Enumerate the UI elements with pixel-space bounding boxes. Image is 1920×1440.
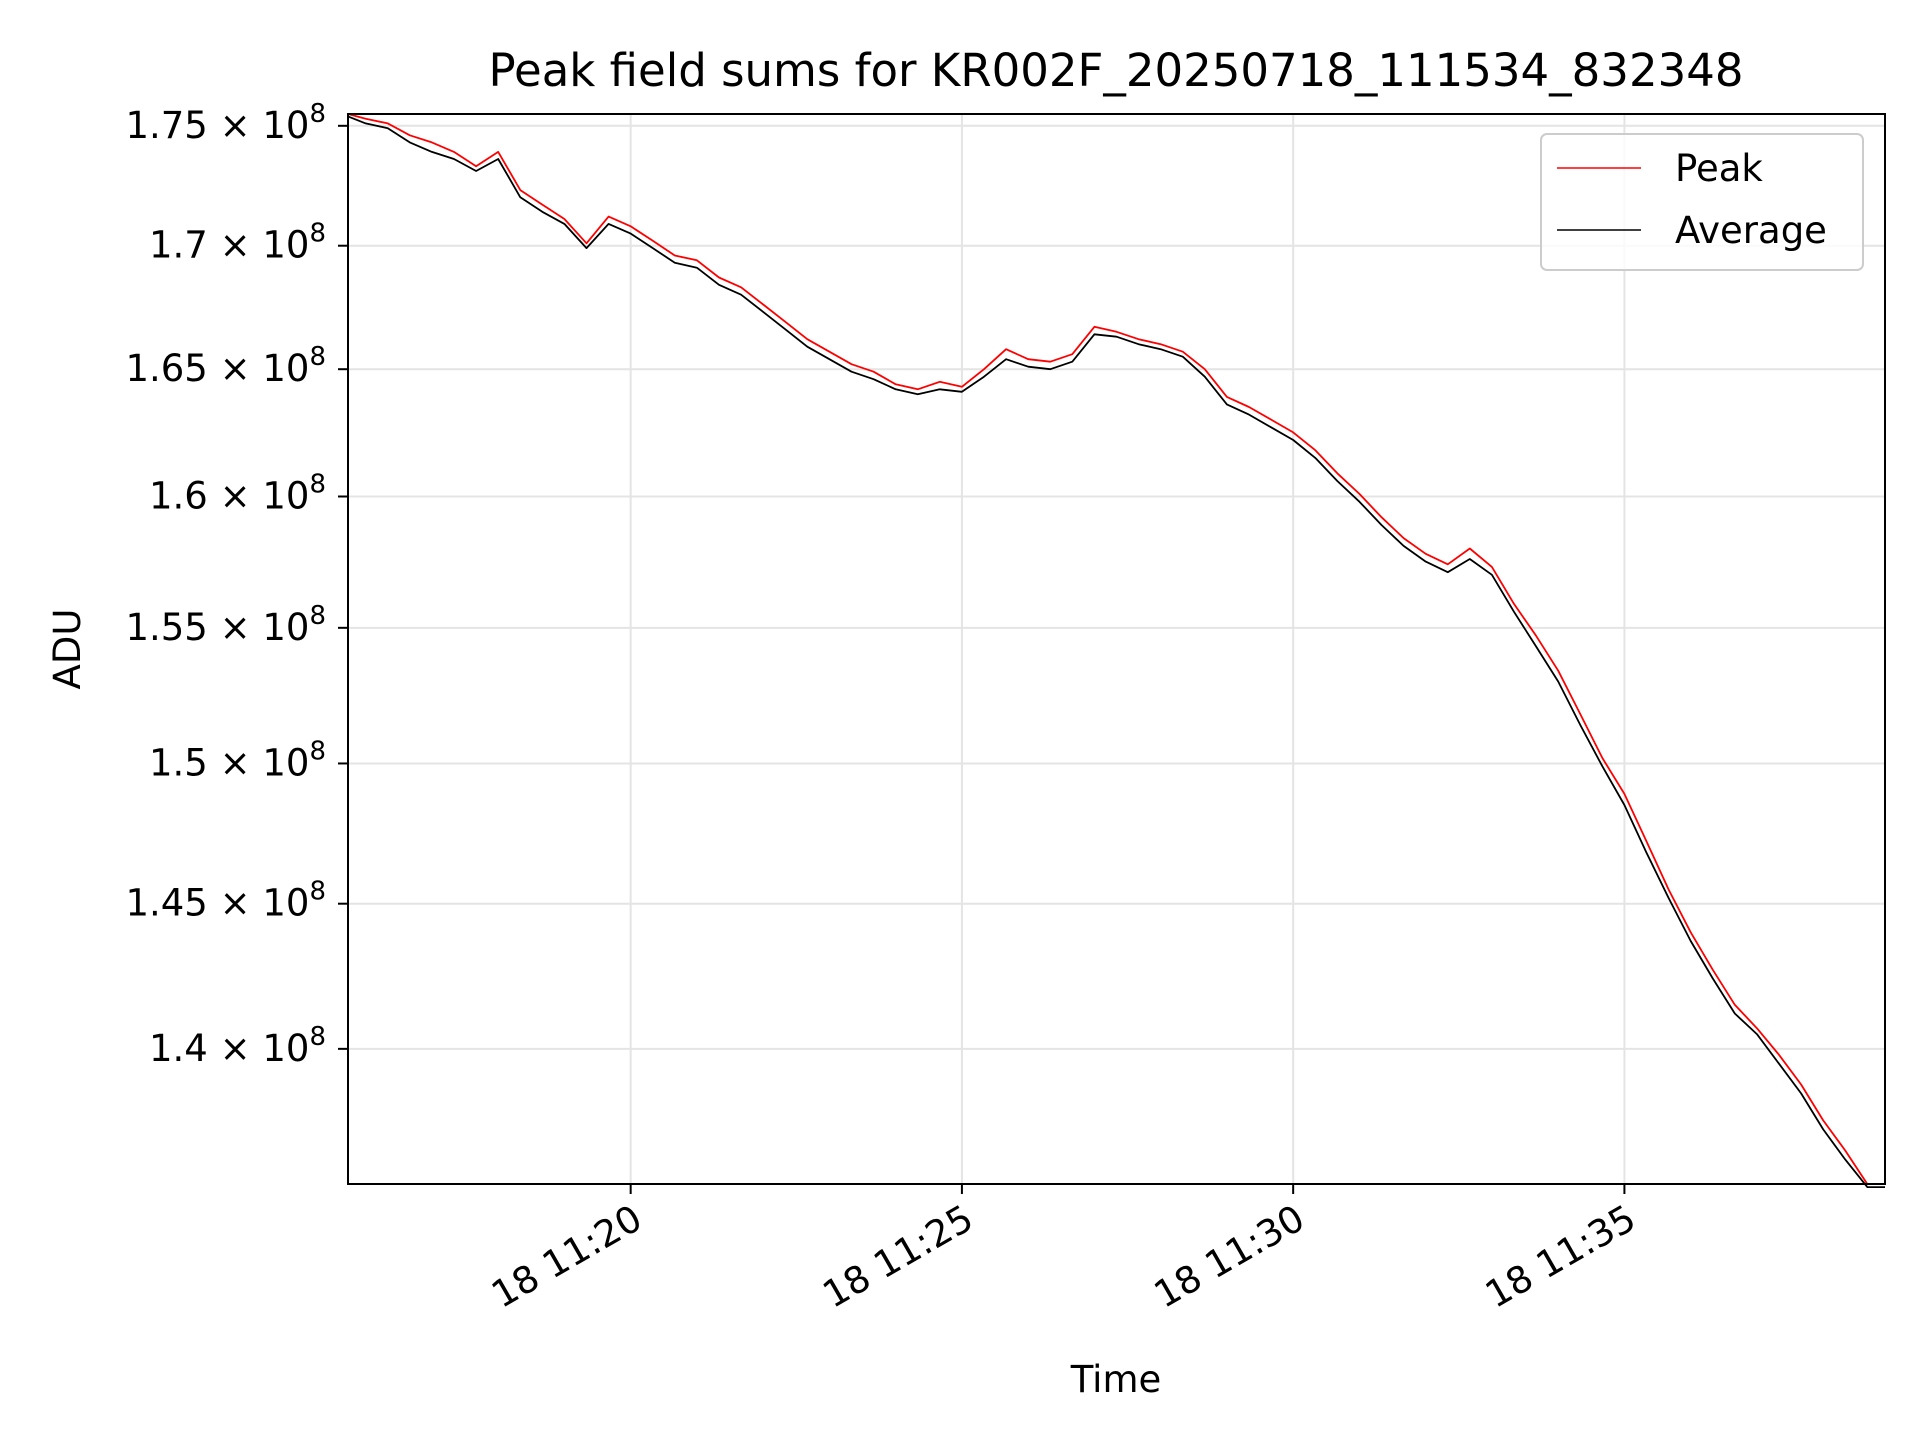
y-tick-label: 1.75 × 108 [125,99,326,147]
y-tick-label: 1.55 × 108 [125,601,326,649]
series-group [347,113,1885,1188]
y-tick-label: 1.45 × 108 [125,877,326,925]
x-axis-label: Time [1070,1358,1162,1401]
legend-label-average: Average [1675,209,1827,252]
grid [348,114,1885,1184]
y-axis-label: ADU [46,609,89,690]
plot-frame [347,113,1886,1185]
series-line-peak [347,113,1885,1185]
series-line-average [347,115,1885,1188]
y-tick-label: 1.4 × 108 [149,1022,326,1070]
legend: Peak Average [1540,133,1864,271]
y-tick-label: 1.65 × 108 [125,342,326,390]
y-tick-label: 1.6 × 108 [149,469,326,517]
y-axis: 1.75 × 108 1.7 × 108 1.65 × 108 1.6 × 108 1.… [125,99,348,1070]
chart-title: Peak field sums for KR002F_20250718_1115… [489,44,1744,97]
y-tick-label: 1.5 × 108 [149,736,326,784]
y-tick-label: 1.7 × 108 [149,219,326,267]
legend-label-peak: Peak [1675,147,1763,190]
